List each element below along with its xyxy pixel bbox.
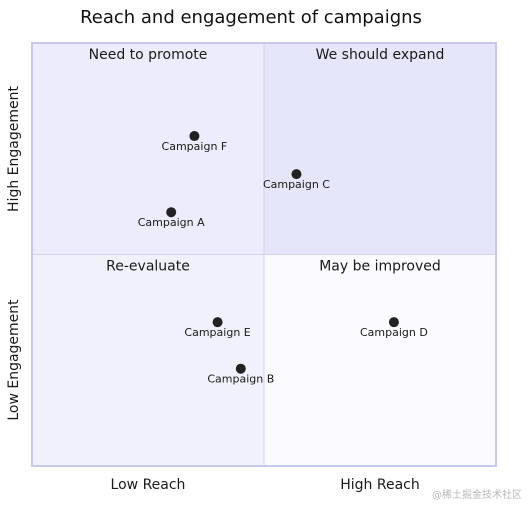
quadrant-areas xyxy=(31,42,497,467)
quadrant-top-left xyxy=(32,43,264,255)
point-campaign-a xyxy=(166,207,177,218)
data-points: Campaign F Campaign C Campaign A Campaign E… xyxy=(138,131,428,386)
y-axis-high-label: High Engagement xyxy=(6,86,22,212)
point-label-campaign-f: Campaign F xyxy=(162,140,228,153)
quadrant-labels: Need to promote We should expand Re-evalua… xyxy=(89,47,445,275)
point-campaign-c xyxy=(291,169,302,180)
quadrant-bottom-right xyxy=(264,254,496,466)
point-label-campaign-b: Campaign B xyxy=(207,373,274,386)
chart-title: Reach and engagement of campaigns xyxy=(80,7,422,28)
quadrant-top-right xyxy=(264,43,496,255)
x-axis-low-label: Low Reach xyxy=(111,477,186,493)
x-axis-high-label: High Reach xyxy=(340,477,420,493)
point-label-campaign-e: Campaign E xyxy=(184,326,250,339)
quadrant-label-top-left: Need to promote xyxy=(89,47,208,63)
point-campaign-d xyxy=(388,317,399,328)
quadrant-bottom-left xyxy=(32,254,264,466)
point-label-campaign-d: Campaign D xyxy=(360,326,428,339)
point-campaign-e xyxy=(212,317,223,328)
point-label-campaign-a: Campaign A xyxy=(138,216,205,229)
point-label-campaign-c: Campaign C xyxy=(263,178,330,191)
y-axis-low-label: Low Engagement xyxy=(6,299,22,421)
quadrant-label-bottom-left: Re-evaluate xyxy=(106,259,190,275)
point-campaign-f xyxy=(189,131,200,142)
watermark: @稀土掘金技术社区 xyxy=(432,490,522,501)
point-campaign-b xyxy=(235,363,246,374)
quadrant-label-top-right: We should expand xyxy=(316,47,445,63)
chart-border xyxy=(31,42,497,467)
quadrant-label-bottom-right: May be improved xyxy=(319,259,441,275)
